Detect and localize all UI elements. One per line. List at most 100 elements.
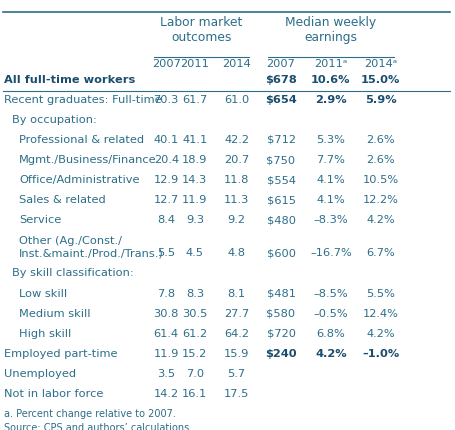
Text: Median weekly
earnings: Median weekly earnings xyxy=(285,15,376,43)
Text: 61.0: 61.0 xyxy=(224,95,249,104)
Text: 9.3: 9.3 xyxy=(186,215,204,225)
Text: 5.9%: 5.9% xyxy=(365,95,397,104)
Text: $481: $481 xyxy=(267,289,296,298)
Text: 4.5: 4.5 xyxy=(186,248,204,258)
Text: 17.5: 17.5 xyxy=(224,389,249,399)
Text: 5.7: 5.7 xyxy=(228,369,246,379)
Text: 14.2: 14.2 xyxy=(154,389,179,399)
Text: $480: $480 xyxy=(267,215,296,225)
Text: 18.9: 18.9 xyxy=(182,155,207,165)
Text: Unemployed: Unemployed xyxy=(5,369,76,379)
Text: –1.0%: –1.0% xyxy=(362,349,399,359)
Text: 8.4: 8.4 xyxy=(157,215,175,225)
Text: 11.9: 11.9 xyxy=(154,349,179,359)
Text: 2.6%: 2.6% xyxy=(367,135,395,145)
Text: –8.5%: –8.5% xyxy=(313,289,348,298)
Text: 11.9: 11.9 xyxy=(182,195,207,205)
Text: 2011: 2011 xyxy=(180,59,209,69)
Text: $580: $580 xyxy=(267,309,296,319)
Text: Not in labor force: Not in labor force xyxy=(5,389,104,399)
Text: 2.6%: 2.6% xyxy=(367,155,395,165)
Text: 7.0: 7.0 xyxy=(186,369,204,379)
Text: 3.5: 3.5 xyxy=(157,369,175,379)
Text: 12.7: 12.7 xyxy=(154,195,179,205)
Text: –16.7%: –16.7% xyxy=(310,248,352,258)
Text: $615: $615 xyxy=(267,195,296,205)
Text: 27.7: 27.7 xyxy=(224,309,249,319)
Text: 4.2%: 4.2% xyxy=(367,215,395,225)
Text: 10.6%: 10.6% xyxy=(311,74,351,85)
Text: $750: $750 xyxy=(267,155,296,165)
Text: 11.8: 11.8 xyxy=(224,175,249,185)
Text: Low skill: Low skill xyxy=(19,289,67,298)
Text: 5.5: 5.5 xyxy=(157,248,175,258)
Text: 6.7%: 6.7% xyxy=(366,248,395,258)
Text: 4.1%: 4.1% xyxy=(317,175,345,185)
Text: 6.8%: 6.8% xyxy=(317,329,345,339)
Text: Office/Administrative: Office/Administrative xyxy=(19,175,140,185)
Text: Other (Ag./Const./
Inst.&maint./Prod./Trans.): Other (Ag./Const./ Inst.&maint./Prod./Tr… xyxy=(19,236,164,258)
Text: 2014: 2014 xyxy=(222,59,251,69)
Text: 12.4%: 12.4% xyxy=(363,309,399,319)
Text: Recent graduates: Full-time: Recent graduates: Full-time xyxy=(5,95,162,104)
Text: 2007: 2007 xyxy=(267,59,295,69)
Text: 12.2%: 12.2% xyxy=(363,195,399,205)
Text: 2014ᵃ: 2014ᵃ xyxy=(364,59,397,69)
Text: All full-time workers: All full-time workers xyxy=(5,74,136,85)
Text: 8.3: 8.3 xyxy=(186,289,204,298)
Text: Mgmt./Business/Finance: Mgmt./Business/Finance xyxy=(19,155,157,165)
Text: 70.3: 70.3 xyxy=(154,95,179,104)
Text: 30.8: 30.8 xyxy=(154,309,179,319)
Text: Medium skill: Medium skill xyxy=(19,309,91,319)
Text: 4.8: 4.8 xyxy=(228,248,246,258)
Text: 15.2: 15.2 xyxy=(182,349,207,359)
Text: 12.9: 12.9 xyxy=(154,175,179,185)
Text: $712: $712 xyxy=(267,135,296,145)
Text: 41.1: 41.1 xyxy=(182,135,207,145)
Text: Employed part-time: Employed part-time xyxy=(5,349,118,359)
Text: 5.3%: 5.3% xyxy=(317,135,345,145)
Text: 4.2%: 4.2% xyxy=(367,329,395,339)
Text: $654: $654 xyxy=(265,95,297,104)
Text: –8.3%: –8.3% xyxy=(313,215,348,225)
Text: 5.5%: 5.5% xyxy=(366,289,395,298)
Text: $240: $240 xyxy=(265,349,297,359)
Text: 14.3: 14.3 xyxy=(182,175,207,185)
Text: 2011ᵃ: 2011ᵃ xyxy=(314,59,348,69)
Text: $720: $720 xyxy=(267,329,296,339)
Text: 30.5: 30.5 xyxy=(182,309,207,319)
Text: Labor market
outcomes: Labor market outcomes xyxy=(160,15,243,43)
Text: 61.2: 61.2 xyxy=(182,329,207,339)
Text: 9.2: 9.2 xyxy=(228,215,246,225)
Text: a. Percent change relative to 2007.
Source: CPS and authors’ calculations.: a. Percent change relative to 2007. Sour… xyxy=(5,409,192,430)
Text: $554: $554 xyxy=(267,175,296,185)
Text: 11.3: 11.3 xyxy=(224,195,249,205)
Text: 2007: 2007 xyxy=(152,59,181,69)
Text: By skill classification:: By skill classification: xyxy=(12,268,134,278)
Text: 8.1: 8.1 xyxy=(228,289,246,298)
Text: $600: $600 xyxy=(267,248,296,258)
Text: 10.5%: 10.5% xyxy=(363,175,399,185)
Text: 16.1: 16.1 xyxy=(182,389,207,399)
Text: 42.2: 42.2 xyxy=(224,135,249,145)
Text: 40.1: 40.1 xyxy=(154,135,179,145)
Text: 61.7: 61.7 xyxy=(182,95,207,104)
Text: 2.9%: 2.9% xyxy=(315,95,347,104)
Text: Sales & related: Sales & related xyxy=(19,195,106,205)
Text: 20.7: 20.7 xyxy=(224,155,249,165)
Text: 7.7%: 7.7% xyxy=(317,155,345,165)
Text: 20.4: 20.4 xyxy=(154,155,179,165)
Text: 4.2%: 4.2% xyxy=(315,349,347,359)
Text: 15.0%: 15.0% xyxy=(361,74,400,85)
Text: Professional & related: Professional & related xyxy=(19,135,144,145)
Text: High skill: High skill xyxy=(19,329,71,339)
Text: Service: Service xyxy=(19,215,61,225)
Text: 61.4: 61.4 xyxy=(154,329,179,339)
Text: By occupation:: By occupation: xyxy=(12,115,97,125)
Text: –0.5%: –0.5% xyxy=(313,309,348,319)
Text: 7.8: 7.8 xyxy=(157,289,175,298)
Text: 15.9: 15.9 xyxy=(224,349,249,359)
Text: $678: $678 xyxy=(265,74,297,85)
Text: 4.1%: 4.1% xyxy=(317,195,345,205)
Text: 64.2: 64.2 xyxy=(224,329,249,339)
